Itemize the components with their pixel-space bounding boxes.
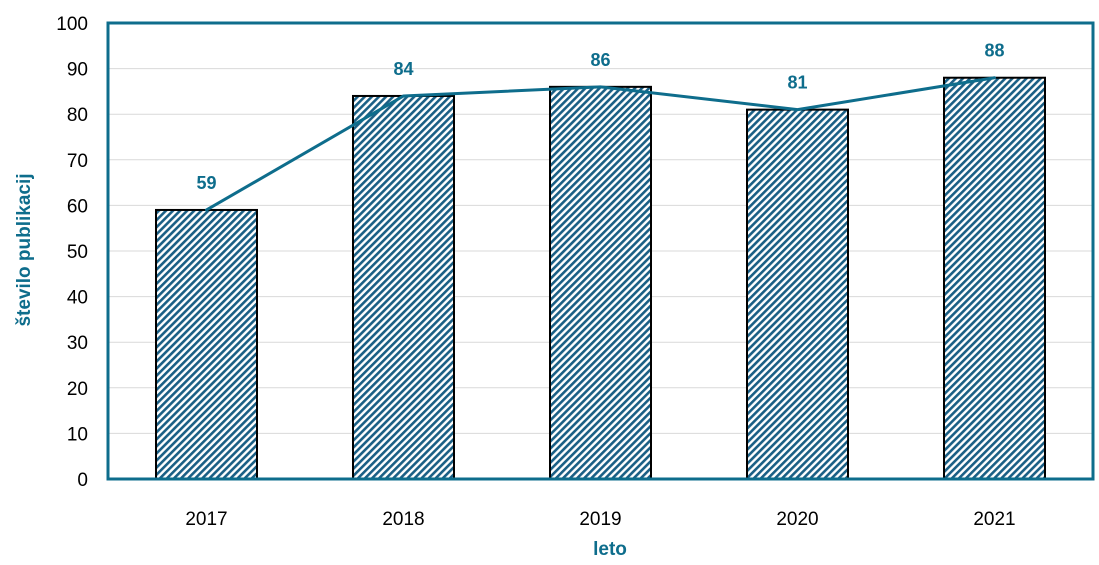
data-label: 84 [393,59,413,79]
x-tick-label: 2017 [185,509,227,530]
x-tick-labels: 2017 2018 2019 2020 2021 [185,509,1015,530]
data-label: 86 [590,50,610,70]
y-tick-label: 70 [67,151,88,172]
bar-2018 [352,94,455,481]
x-tick-label: 2019 [579,509,621,530]
y-tick-label: 30 [67,333,88,354]
trend-line [205,76,996,212]
y-tick-label: 80 [67,105,88,126]
plot-frame [106,21,1095,481]
data-label: 88 [984,41,1004,61]
bar-2021 [943,76,1046,480]
x-axis-title: leto [593,539,627,560]
bar-2020 [746,108,849,480]
bar-2017 [155,208,258,481]
y-tick-labels: 0 10 20 30 40 50 60 70 80 90 100 [56,14,88,491]
y-tick-label: 60 [67,196,88,217]
trend-line-path [205,76,996,212]
x-tick-label: 2018 [382,509,424,530]
y-tick-label: 40 [67,288,88,309]
data-label: 59 [196,173,216,193]
y-tick-label: 50 [67,242,88,263]
data-labels: 59 84 86 81 88 [196,41,1004,193]
bar-2019 [549,85,652,480]
data-label: 81 [787,73,807,93]
bars [155,76,1046,481]
plot-border [106,21,1095,481]
y-axis-title: število publikacij [14,173,35,326]
y-tick-label: 20 [67,379,88,400]
x-tick-label: 2021 [973,509,1015,530]
y-tick-label: 10 [67,424,88,445]
y-tick-label: 0 [77,470,88,491]
y-tick-label: 100 [56,14,88,35]
y-tick-label: 90 [67,60,88,81]
x-tick-label: 2020 [776,509,818,530]
